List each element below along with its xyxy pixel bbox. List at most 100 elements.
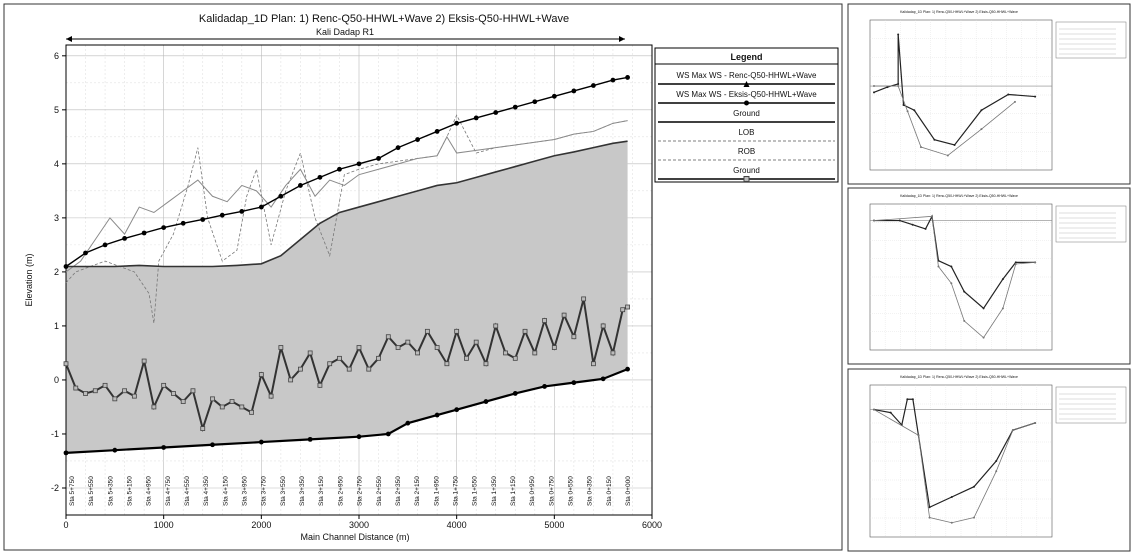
thumbnail-point: [873, 408, 875, 411]
y-tick-label: -2: [51, 483, 59, 493]
ground-bottom-point: [512, 391, 518, 396]
series-ws-eksis: [65, 120, 628, 273]
station-label: Sta 0+750: [548, 476, 555, 506]
station-label: Sta 3+950: [242, 476, 249, 506]
ground-square-point: [600, 323, 606, 329]
reach-label: Kali Dadap R1: [316, 27, 374, 37]
station-label: Sta 5+150: [127, 476, 134, 506]
thumbnail-point: [886, 86, 889, 89]
ground-square-point: [561, 312, 567, 318]
thumbnail-point: [917, 434, 920, 437]
thumbnail-point: [1001, 307, 1004, 310]
thumbnail-point: [906, 398, 909, 401]
ground-square-point: [180, 399, 186, 404]
ground-bottom-point: [210, 442, 215, 448]
ground-square-point: [92, 388, 98, 394]
y-tick-label: 6: [54, 51, 59, 61]
thumbnail-panels: Kalidadap_1D Plan: 1) Renc-Q50-HHWL+Wave…: [847, 3, 1131, 552]
ground-bottom-point: [483, 399, 489, 404]
station-label: Sta 2+150: [414, 476, 421, 506]
station-label: Sta 1+150: [510, 476, 517, 506]
legend-item-label: ROB: [738, 147, 755, 156]
station-label: Sta 4+350: [203, 476, 210, 506]
ground-bottom-point: [258, 439, 264, 445]
ground-square-point: [200, 426, 206, 431]
ground-square-point: [83, 391, 88, 396]
station-label: Sta 4+150: [222, 476, 229, 506]
ws-renc-point: [512, 104, 518, 110]
thumbnail-point: [928, 506, 931, 509]
cross-section-3: Kalidadap_1D Plan: 1) Renc-Q50-HHWL+Wave…: [847, 368, 1131, 552]
thumbnail-point: [911, 398, 914, 401]
ground-square-point: [288, 377, 294, 383]
thumbnail-point: [973, 516, 975, 519]
ground-square-point: [625, 304, 630, 310]
ground-bottom-point: [63, 450, 69, 456]
thumbnail-point: [980, 128, 983, 131]
ground-square-point: [385, 334, 391, 340]
thumbnail-point: [873, 219, 875, 222]
x-tick-label: 1000: [154, 520, 174, 530]
ground-bottom-point: [112, 447, 118, 453]
thumbnail-legend-box: [1055, 205, 1127, 243]
station-label: Sta 2+350: [395, 476, 402, 506]
ground-square-point: [405, 339, 411, 345]
station-label: Sta 0+950: [529, 476, 536, 506]
ground-square-point: [337, 355, 342, 361]
x-tick-label: 0: [63, 520, 68, 530]
ws-renc-point: [102, 242, 108, 248]
ground-square-point: [522, 328, 528, 334]
thumbnail-point: [953, 143, 956, 146]
ground-square-point: [249, 409, 254, 415]
ground-square-point: [454, 328, 460, 334]
ground-square-point: [610, 350, 616, 356]
ground-square-point: [258, 372, 264, 377]
ground-square-point: [171, 391, 176, 396]
legend-item-label: WS Max WS - Renc-Q50-HHWL+Wave: [677, 71, 817, 80]
ws-renc-point: [454, 120, 460, 126]
legend-item-label: LOB: [738, 128, 754, 137]
ground-square-point: [122, 388, 127, 394]
plot-area: 0 1000 2000 3000 4000 5000 6000 -2 -1 0 1 2 3 4 5 6 Sta …: [51, 44, 662, 530]
ground-square-point: [268, 393, 274, 399]
y-tick-label: 3: [54, 213, 59, 223]
ground-bottom-point: [385, 431, 391, 437]
thumbnail-point: [931, 215, 933, 218]
ground-square-point: [190, 388, 196, 394]
thumbnail-point: [963, 319, 966, 322]
ws-renc-point: [356, 161, 362, 167]
thumbnail-point: [950, 265, 953, 268]
ground-square-point: [415, 350, 421, 356]
station-label: Sta 1+550: [472, 476, 479, 506]
ground-square-point: [424, 328, 430, 334]
ws-renc-point: [278, 193, 284, 199]
x-axis-label: Main Channel Distance (m): [300, 532, 409, 542]
thumbnail-point: [1034, 261, 1037, 264]
ws-renc-point: [473, 115, 479, 121]
thumbnail-point: [1007, 93, 1010, 96]
ground-square-point: [131, 393, 137, 399]
thumbnail-point: [913, 109, 916, 112]
thumbnail-point: [897, 85, 900, 88]
x-tick-label: 6000: [642, 520, 662, 530]
ground-square-point: [297, 366, 303, 372]
ground-square-point: [307, 350, 313, 356]
ground-square-point: [551, 345, 557, 350]
series-ws-renc: [65, 76, 628, 268]
thumbnail-point: [911, 223, 914, 226]
thumbnail-point: [973, 485, 975, 488]
station-label: Sta 4+550: [184, 476, 191, 506]
thumbnail-point: [889, 411, 892, 414]
y-tick-label: 4: [54, 159, 59, 169]
station-label: Sta 0+550: [567, 476, 574, 506]
ground-bottom-point: [161, 445, 167, 450]
thumbnail-series-line: [873, 398, 1036, 509]
station-label: Sta 2+950: [337, 476, 344, 506]
station-label: Sta 5+750: [69, 476, 76, 506]
thumbnail-series-line: [873, 409, 1036, 524]
ws-renc-point: [532, 99, 538, 105]
cross-section-2: Kalidadap_1D Plan: 1) Renc-Q50-HHWL+Wave…: [847, 187, 1131, 365]
ground-square-point: [473, 339, 479, 345]
thumbnail-point: [1034, 95, 1037, 98]
